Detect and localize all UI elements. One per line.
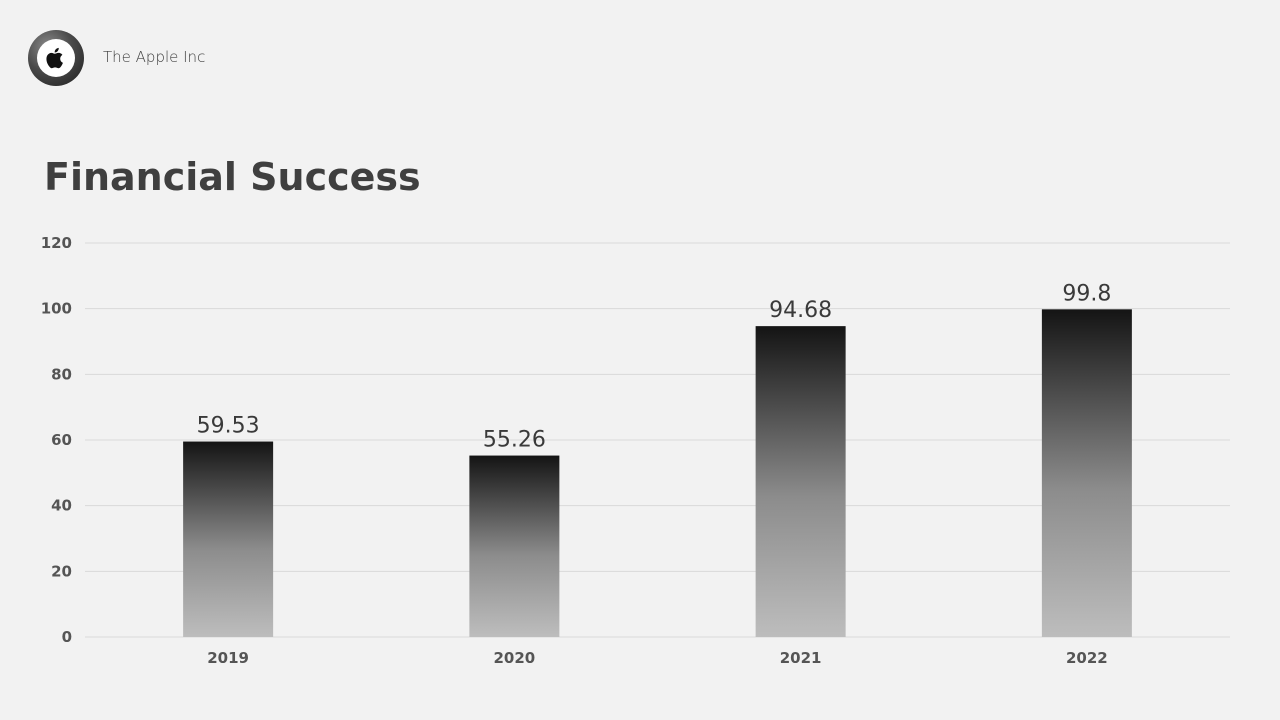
y-tick-label: 60	[51, 431, 72, 449]
bar-2020	[469, 455, 560, 637]
bar-2022	[1041, 309, 1132, 637]
y-tick-label: 120	[41, 234, 72, 252]
x-tick-label-2020: 2020	[494, 649, 536, 667]
company-logo	[28, 30, 84, 86]
data-label-2019: 59.53	[197, 414, 260, 439]
y-tick-label: 40	[51, 497, 72, 515]
data-labels: 59.53 55.26 94.68 99.8	[197, 281, 1112, 452]
y-tick-label: 80	[51, 365, 72, 383]
y-tick-label: 100	[41, 300, 72, 318]
bars	[183, 309, 1132, 637]
gridlines	[85, 242, 1230, 638]
x-tick-label-2019: 2019	[207, 649, 249, 667]
y-tick-label: 20	[51, 562, 72, 580]
company-name: The Apple Inc	[103, 48, 206, 66]
y-tick-label: 0	[62, 628, 72, 646]
x-axis-ticks: 2019 2020 2021 2022	[207, 649, 1108, 667]
data-label-2022: 99.8	[1062, 281, 1111, 306]
bar-2019	[183, 441, 274, 637]
data-label-2021: 94.68	[769, 298, 832, 323]
x-tick-label-2022: 2022	[1066, 649, 1108, 667]
logo-badge	[37, 39, 75, 77]
apple-icon	[46, 47, 63, 69]
x-tick-label-2021: 2021	[780, 649, 822, 667]
bar-2021	[755, 326, 846, 637]
slide-title: Financial Success	[44, 155, 421, 199]
y-axis-ticks: 0 20 40 60 80 100 120	[41, 234, 72, 646]
data-label-2020: 55.26	[483, 428, 546, 453]
